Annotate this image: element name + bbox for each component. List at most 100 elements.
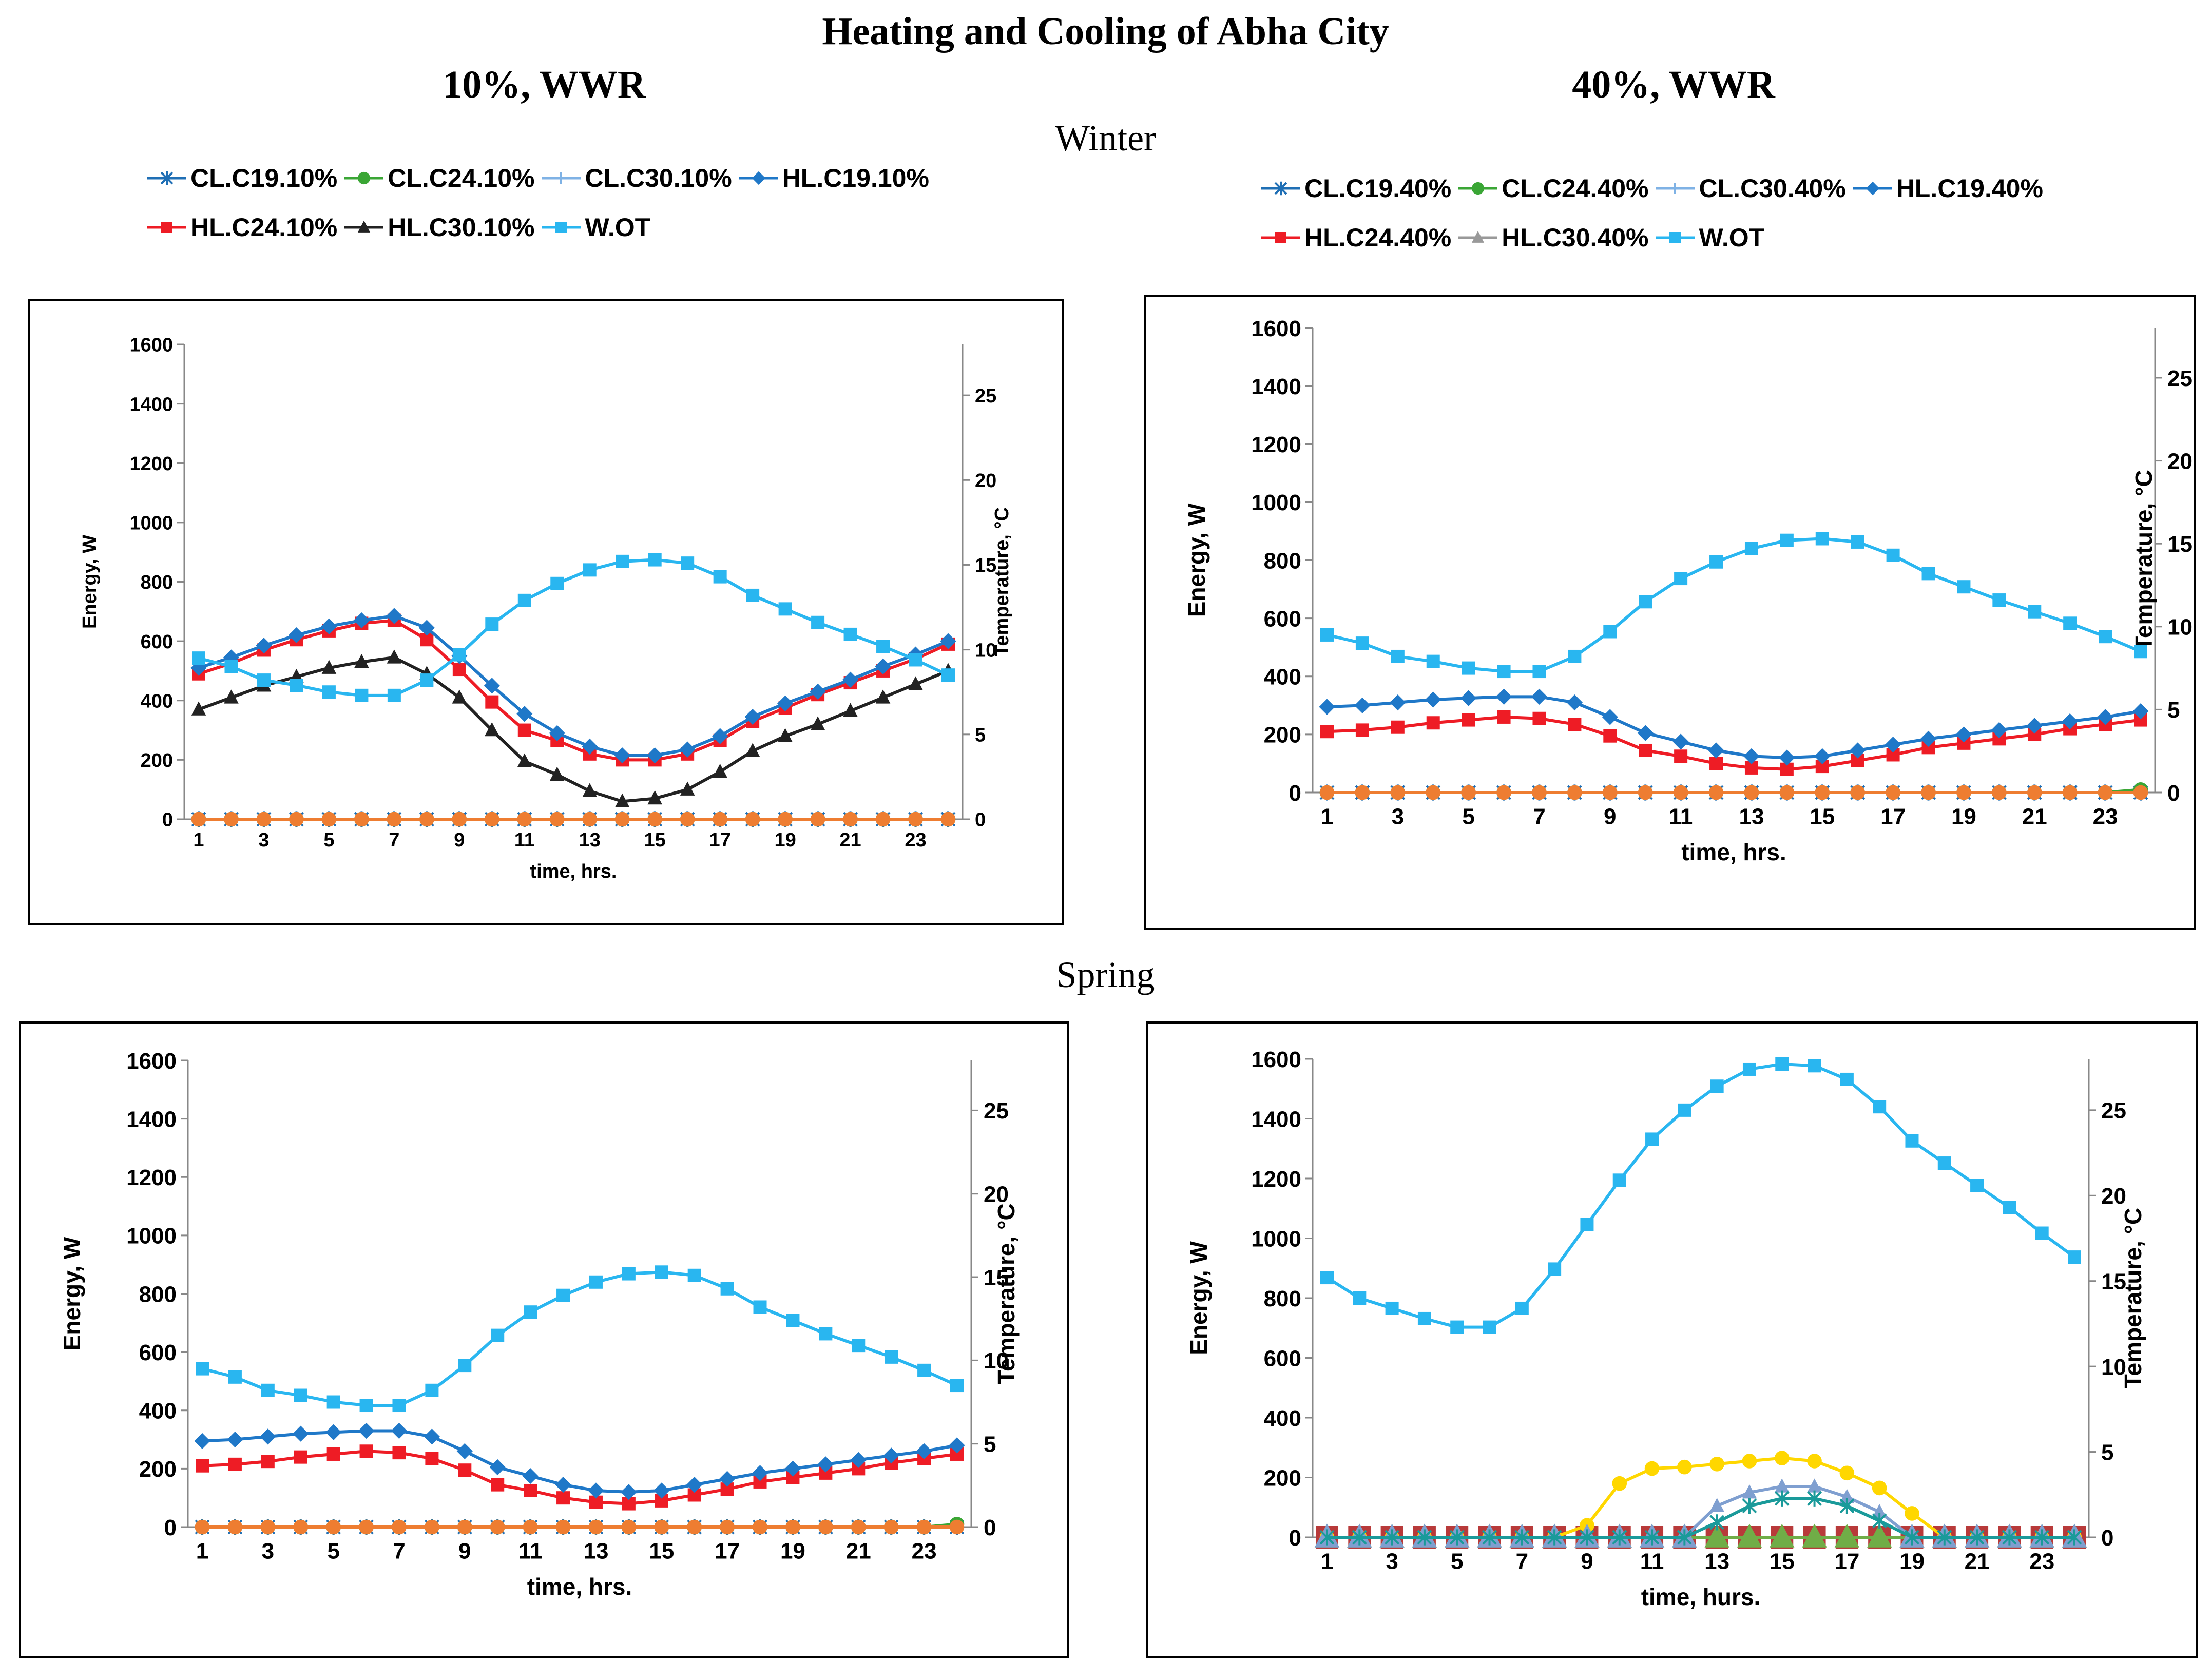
data-point: [1532, 711, 1546, 725]
data-point: [614, 793, 630, 808]
y-tick-label: 0: [1289, 781, 1301, 806]
data-point: [949, 1437, 965, 1454]
data-point: [260, 1519, 276, 1535]
legend-left: CL.C19.10% CL.C24.10% CL.C30.10% HL.C19.10%…: [146, 163, 1070, 266]
main-title: Heating and Cooling of Abha City: [822, 10, 1389, 53]
y2-tick-label: 5: [2101, 1440, 2113, 1465]
data-point: [1956, 785, 1971, 800]
chart-winter-10: 0200400600800100012001400160005101520251…: [79, 335, 1013, 882]
legend-swatch-icon: [542, 222, 581, 233]
y2-tick-label: 20: [2101, 1184, 2126, 1209]
data-point: [1708, 742, 1724, 759]
x-tick-label: 13: [583, 1539, 608, 1564]
data-point: [491, 1328, 505, 1342]
legend-swatch-icon: [1458, 230, 1498, 243]
data-point: [1603, 625, 1617, 639]
chart-spring-40: 0200400600800100012001400160005101520251…: [1185, 1047, 2146, 1610]
data-point: [196, 1362, 209, 1376]
data-point: [392, 1519, 407, 1535]
legend-item: CL.C30.40%: [1655, 173, 1846, 203]
data-point: [875, 812, 891, 827]
legend-marker: [1669, 183, 1681, 194]
data-point: [680, 781, 695, 796]
data-point: [850, 1452, 867, 1468]
data-point: [1425, 691, 1441, 708]
x-tick-label: 23: [905, 829, 926, 851]
x-axis-label: time, hrs.: [1681, 839, 1786, 865]
data-point: [1921, 567, 1935, 581]
data-point: [1780, 533, 1794, 547]
data-point: [321, 812, 337, 827]
y-tick-label: 0: [1289, 1525, 1301, 1551]
data-point: [1568, 718, 1582, 731]
x-tick-label: 7: [1516, 1549, 1528, 1574]
data-point: [392, 1399, 406, 1413]
data-point: [1673, 785, 1688, 800]
legend-marker: [1275, 232, 1286, 243]
y2-tick-label: 20: [975, 470, 996, 492]
data-point: [425, 1383, 439, 1397]
y-axis-label: Energy, W: [1183, 503, 1210, 617]
data-point: [1462, 661, 1475, 675]
data-point: [195, 1519, 210, 1535]
data-point: [517, 753, 532, 767]
x-tick-label: 17: [709, 829, 731, 851]
x-axis-label: time, hurs.: [1641, 1584, 1761, 1610]
data-point: [843, 627, 857, 641]
x-tick-label: 15: [1770, 1549, 1795, 1574]
data-point: [359, 1444, 373, 1458]
season-label-winter: Winter: [1054, 118, 1156, 159]
series-line: [198, 655, 949, 803]
column-title-40-wwr: 40%, WWR: [1572, 63, 1775, 106]
data-point: [582, 738, 598, 755]
legend-marker: [1472, 182, 1485, 195]
data-point: [1905, 1529, 1919, 1546]
legend-row: CL.C19.40% CL.C24.40% CL.C30.40% HL.C19.40%: [1260, 173, 2049, 215]
data-point: [294, 1450, 307, 1464]
data-point: [1905, 1506, 1919, 1521]
data-point: [614, 747, 630, 764]
data-point: [1532, 665, 1546, 679]
data-point: [261, 1383, 275, 1397]
data-point: [359, 1399, 373, 1413]
data-point: [746, 588, 760, 602]
data-point: [655, 1265, 668, 1279]
data-point: [818, 1519, 833, 1535]
data-point: [745, 812, 760, 827]
data-point: [1417, 1529, 1432, 1546]
legend-swatch-icon: [344, 171, 384, 185]
data-point: [1774, 1490, 1790, 1507]
series-line: [1327, 1456, 2074, 1539]
data-point: [1460, 690, 1477, 706]
data-point: [720, 1282, 734, 1296]
data-point: [1639, 743, 1652, 757]
data-point: [1612, 1476, 1627, 1491]
data-point: [1644, 1529, 1660, 1546]
legend-marker: [555, 222, 567, 233]
y2-tick-label: 5: [2167, 698, 2180, 723]
data-point: [322, 685, 336, 699]
data-point: [819, 1327, 833, 1341]
data-point: [940, 812, 956, 827]
data-point: [2027, 785, 2042, 800]
data-point: [875, 658, 891, 674]
data-point: [653, 1482, 670, 1499]
data-point: [784, 1460, 801, 1477]
x-tick-label: 9: [1604, 804, 1616, 829]
data-point: [256, 812, 272, 827]
data-point: [458, 1463, 472, 1477]
column-title-10-wwr: 10%, WWR: [443, 63, 646, 106]
data-point: [1645, 1132, 1659, 1146]
legend-row: HL.C24.10% HL.C30.10% W.OT: [146, 213, 657, 254]
data-point: [452, 663, 466, 677]
legend-label: CL.C24.10%: [388, 164, 535, 192]
data-point: [1814, 748, 1831, 764]
data-point: [1547, 1529, 1562, 1546]
series-line: [1326, 695, 2141, 760]
data-point: [1840, 1072, 1854, 1086]
legend-right: CL.C19.40% CL.C24.40% CL.C30.40% HL.C19.40%…: [1260, 173, 2184, 276]
data-point: [1774, 1478, 1790, 1493]
x-tick-label: 5: [1462, 804, 1474, 829]
legend-swatch-icon: [739, 171, 778, 185]
legend-item: CL.C19.10%: [146, 163, 337, 193]
